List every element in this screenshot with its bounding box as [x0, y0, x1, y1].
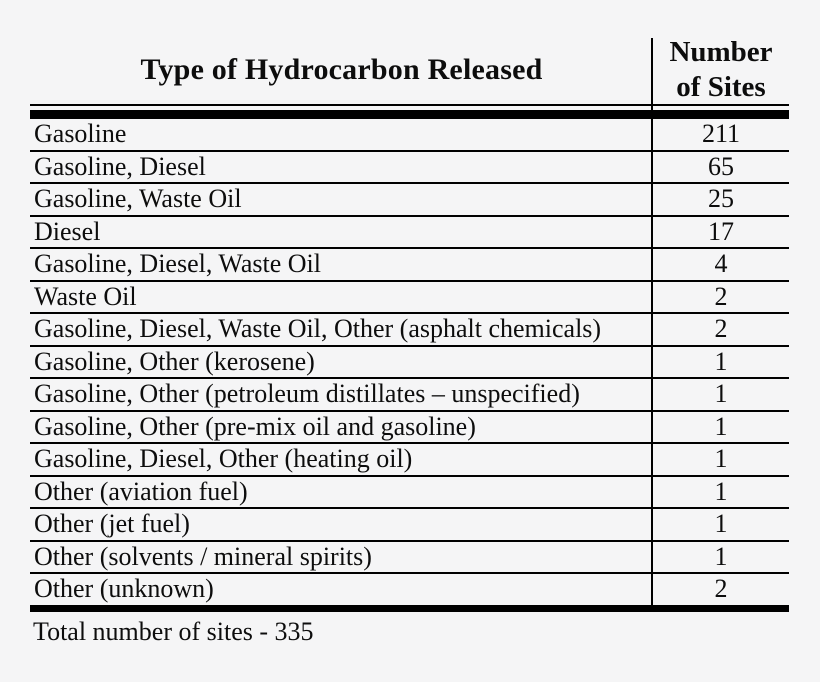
- hydrocarbon-type-cell: Gasoline, Other (pre-mix oil and gasolin…: [34, 411, 476, 441]
- hydrocarbon-type-cell: Gasoline, Diesel, Other (heating oil): [34, 444, 413, 474]
- site-count-cell: 1: [714, 379, 728, 409]
- table-row: Waste Oil 2: [30, 281, 789, 314]
- site-count-cell: 1: [714, 541, 728, 571]
- column-divider-line: [651, 38, 653, 610]
- header-rule-thin: [30, 104, 789, 106]
- site-count-cell: 25: [708, 184, 734, 214]
- table-row: Gasoline, Diesel 65: [30, 151, 789, 184]
- site-count-cell: 211: [701, 119, 741, 149]
- site-count-cell: 1: [714, 476, 728, 506]
- site-count-cell: 17: [708, 216, 734, 246]
- hydrocarbon-type-cell: Gasoline, Other (petroleum distillates –…: [34, 379, 580, 409]
- table-row: Gasoline, Diesel, Waste Oil 4: [30, 249, 789, 282]
- total-sites-footnote: Total number of sites - 335: [33, 616, 314, 646]
- table-row: Gasoline, Other (pre-mix oil and gasolin…: [30, 411, 789, 444]
- hydrocarbon-type-cell: Gasoline, Other (kerosene): [34, 346, 315, 376]
- table-bottom-rule: [30, 606, 789, 612]
- site-count-cell: 65: [708, 151, 734, 181]
- hydrocarbon-type-cell: Diesel: [34, 216, 101, 246]
- table-row: Diesel 17: [30, 216, 789, 249]
- site-count-cell: 1: [714, 509, 728, 539]
- site-count-cell: 2: [714, 574, 728, 604]
- site-count-cell: 4: [714, 249, 728, 279]
- hydrocarbon-type-cell: Other (unknown): [34, 574, 214, 604]
- hydrocarbon-type-cell: Gasoline, Diesel, Waste Oil: [34, 249, 321, 279]
- table-row: Gasoline 211: [30, 119, 789, 152]
- hydrocarbon-type-cell: Other (jet fuel): [34, 509, 190, 539]
- table-row: Gasoline, Diesel, Other (heating oil) 1: [30, 444, 789, 477]
- site-count-cell: 1: [714, 444, 728, 474]
- hydrocarbon-type-cell: Other (aviation fuel): [34, 476, 248, 506]
- hydrocarbon-type-cell: Gasoline, Waste Oil: [34, 184, 242, 214]
- table-row: Gasoline, Waste Oil 25: [30, 184, 789, 217]
- site-count-cell: 1: [714, 411, 728, 441]
- site-count-cell: 2: [714, 314, 728, 344]
- table-row: Gasoline, Other (petroleum distillates –…: [30, 379, 789, 412]
- table-row: Gasoline, Diesel, Waste Oil, Other (asph…: [30, 314, 789, 347]
- table-row: Gasoline, Other (kerosene) 1: [30, 346, 789, 379]
- table-row: Other (unknown) 2: [30, 574, 789, 607]
- hydrocarbon-type-cell: Gasoline, Diesel: [34, 151, 206, 181]
- header-type-of-hydrocarbon: Type of Hydrocarbon Released: [140, 52, 543, 86]
- header-rule-thick: [30, 110, 789, 119]
- site-count-cell: 1: [714, 346, 728, 376]
- hydrocarbon-type-cell: Other (solvents / mineral spirits): [34, 541, 372, 571]
- hydrocarbon-type-cell: Waste Oil: [34, 281, 137, 311]
- table-row: Other (jet fuel) 1: [30, 509, 789, 542]
- site-count-cell: 2: [714, 281, 728, 311]
- table-row: Other (aviation fuel) 1: [30, 476, 789, 509]
- hydrocarbon-type-cell: Gasoline: [34, 119, 127, 149]
- table-header-row: Type of Hydrocarbon Released Number of S…: [30, 35, 789, 104]
- table-row: Other (solvents / mineral spirits) 1: [30, 541, 789, 574]
- hydrocarbon-type-cell: Gasoline, Diesel, Waste Oil, Other (asph…: [34, 314, 602, 344]
- header-number-of-sites: Number of Sites: [669, 36, 773, 103]
- hydrocarbon-table: Type of Hydrocarbon Released Number of S…: [30, 35, 789, 647]
